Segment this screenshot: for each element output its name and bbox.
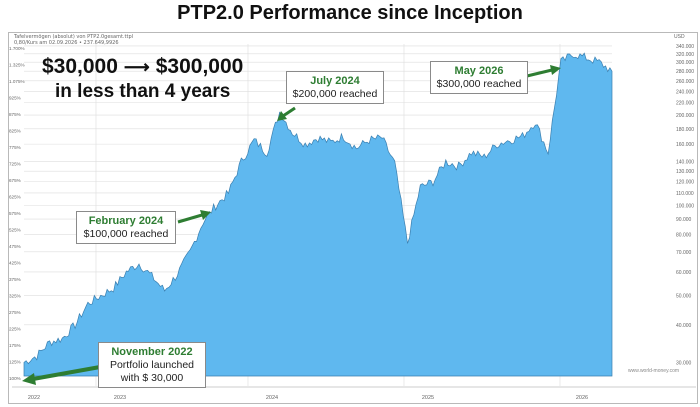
- arrow-jul2024-head: [277, 111, 287, 121]
- watermark: www.world-money.com: [628, 368, 680, 374]
- y-left-tick-label: 425%: [9, 261, 21, 266]
- y-left-tick-label: 875%: [9, 112, 21, 117]
- y-right-tick-label: 260.000: [676, 79, 694, 85]
- x-tick-label: 2025: [422, 395, 434, 401]
- y-left-tick-label: 100%: [9, 376, 21, 381]
- y-left-tick-label: 675%: [9, 178, 21, 183]
- annotation-may2026-line1: $300,000 reached: [436, 78, 522, 90]
- annotation-nov2022-title: November 2022: [111, 346, 193, 358]
- x-tick-label: 2024: [266, 395, 278, 401]
- annotation-nov2022: November 2022 Portfolio launched with $ …: [98, 342, 206, 388]
- y-right-tick-label: 220.000: [676, 101, 694, 107]
- headline-line1: $30,000 ⟶ $300,000: [42, 54, 243, 80]
- y-left-tick-label: 225%: [9, 327, 21, 332]
- chart-meta-line1: Tafelvermögen (absolut) von PTP2.0gesamt…: [14, 34, 134, 40]
- y-right-tick-label: 30.000: [676, 360, 692, 366]
- y-left-tick-label: 925%: [9, 96, 21, 101]
- y-left-tick-label: 475%: [9, 244, 21, 249]
- annotation-feb2024-title: February 2024: [88, 215, 164, 227]
- headline-to: $300,000: [155, 55, 244, 78]
- annotation-feb2024: February 2024 $100,000 reached: [76, 211, 176, 244]
- arrow-feb2024: [177, 213, 203, 224]
- y-left-tick-label: 175%: [9, 343, 21, 348]
- headline-arrow-icon: ⟶: [123, 57, 150, 77]
- y-left-tick-label: 625%: [9, 195, 21, 200]
- y-left-tick-label: 725%: [9, 162, 21, 167]
- annotation-nov2022-line2: with $ 30,000: [120, 372, 184, 384]
- series-area: [23, 52, 613, 377]
- y-left-tick-label: 575%: [9, 211, 21, 216]
- y-right-tick-label: 110.000: [676, 191, 694, 197]
- y-right-tick-label: 300.000: [676, 60, 694, 66]
- page-title: PTP2.0 Performance since Inception: [177, 2, 523, 24]
- y-left-tick-label: 375%: [9, 277, 21, 282]
- y-right-tick-label: 180.000: [676, 127, 694, 133]
- arrow-feb2024-head: [200, 210, 211, 220]
- y-left-tick-label: 525%: [9, 228, 21, 233]
- arrow-may2026-head: [550, 65, 561, 75]
- arrow-jul2024: [282, 106, 296, 118]
- y-left-tick-label: 825%: [9, 129, 21, 134]
- annotation-may2026: May 2026 $300,000 reached: [430, 61, 528, 94]
- y-right-tick-label: 80.000: [676, 232, 692, 238]
- annotation-may2026-title: May 2026: [454, 65, 504, 77]
- x-tick-label: 2026: [576, 395, 588, 401]
- arrow-nov2022: [32, 365, 101, 381]
- y-right-tick-label: 130.000: [676, 169, 694, 175]
- y-right-tick-label: 70.000: [676, 250, 692, 256]
- y-right-tick-label: 140.000: [676, 160, 694, 166]
- y-left-tick-label: 1.700%: [9, 46, 25, 51]
- arrow-nov2022-head: [22, 373, 36, 385]
- y-left-tick-label: 125%: [9, 360, 21, 365]
- y-right-tick-label: 320.000: [676, 52, 694, 58]
- headline-from: $30,000: [42, 55, 118, 78]
- headline: $30,000 ⟶ $300,000 in less than 4 years: [42, 54, 243, 104]
- y-right-tick-label: 120.000: [676, 180, 694, 186]
- y-left-tick-label: 1.075%: [9, 79, 25, 84]
- y-left-tick-label: 1.325%: [9, 63, 25, 68]
- annotation-jul2024-title: July 2024: [310, 75, 360, 87]
- y-right-tick-label: 240.000: [676, 89, 694, 95]
- chart-meta-line2: 0,80/Kurs am 02.09.2026 • 237.649,9926: [14, 40, 119, 46]
- y-right-tick-label: 50.000: [676, 294, 692, 300]
- annotation-nov2022-line1: Portfolio launched: [109, 359, 195, 371]
- y-left-tick-label: 325%: [9, 294, 21, 299]
- y-right-tick-label: 340.000: [676, 44, 694, 50]
- headline-line2: in less than 4 years: [55, 81, 231, 102]
- y-right-tick-label: 60.000: [676, 270, 692, 276]
- x-tick-label: 2023: [114, 395, 126, 401]
- y-right-tick-label: 280.000: [676, 69, 694, 75]
- y-right-tick-label: 200.000: [676, 113, 694, 119]
- right-axis-unit: USD: [674, 34, 685, 40]
- arrow-may2026: [526, 68, 553, 78]
- y-left-tick-label: 775%: [9, 145, 21, 150]
- annotation-jul2024-line1: $200,000 reached: [292, 88, 378, 100]
- y-right-tick-label: 40.000: [676, 323, 692, 329]
- y-right-tick-label: 160.000: [676, 142, 694, 148]
- annotation-feb2024-line1: $100,000 reached: [83, 228, 169, 240]
- y-right-tick-label: 100.000: [676, 203, 694, 209]
- y-right-tick-label: 90.000: [676, 217, 692, 223]
- annotation-jul2024: July 2024 $200,000 reached: [286, 71, 384, 104]
- x-tick-label: 2022: [28, 395, 40, 401]
- y-left-tick-label: 275%: [9, 310, 21, 315]
